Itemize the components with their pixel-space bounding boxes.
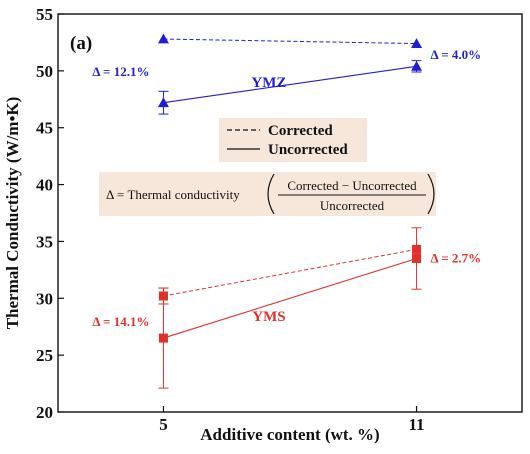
formula-right-paren bbox=[427, 173, 435, 215]
y-tick-label: 40 bbox=[36, 176, 53, 195]
x-axis: 5 11 bbox=[159, 406, 425, 434]
series-layer bbox=[157, 33, 423, 389]
y-tick-label: 20 bbox=[36, 403, 53, 422]
panel-label: (a) bbox=[70, 33, 92, 54]
ymz-corrected-series-line bbox=[163, 38, 417, 45]
x-axis-title: Additive content (wt. %) bbox=[200, 425, 379, 444]
ymz-uncorrected-series-line bbox=[163, 65, 417, 104]
x-tick-label: 11 bbox=[409, 415, 425, 434]
ymz-corrected-data-point bbox=[157, 33, 169, 44]
annotation-layer: YMZ YMS Δ = 12.1% Δ = 4.0% Δ = 14.1% Δ = 2.7% bbox=[92, 47, 481, 329]
delta-annotation: Δ = 4.0% bbox=[431, 47, 482, 62]
legend-item-uncorrected: Uncorrected bbox=[268, 142, 348, 158]
formula-denominator: Uncorrected bbox=[320, 198, 385, 213]
yms-uncorrected-series-line bbox=[163, 257, 417, 339]
formula-numerator: Corrected − Uncorrected bbox=[287, 178, 417, 193]
y-tick-label: 25 bbox=[36, 346, 53, 365]
delta-annotation: Δ = 12.1% bbox=[92, 64, 149, 79]
y-tick-label: 30 bbox=[36, 289, 53, 308]
legend-item-corrected: Corrected bbox=[268, 123, 333, 139]
yms-uncorrected-data-point bbox=[158, 333, 168, 343]
formula-left-paren bbox=[267, 173, 275, 215]
yms-corrected-series-line bbox=[163, 248, 417, 297]
y-axis: 20 25 30 35 40 45 50 55 bbox=[36, 5, 64, 422]
delta-formula: Δ = Thermal conductivity Corrected − Unc… bbox=[99, 172, 436, 216]
y-axis-title: Thermal Conductivity (W/m•K) bbox=[3, 97, 22, 330]
ymz-uncorrected-data-point bbox=[411, 60, 423, 71]
plot-frame bbox=[57, 13, 523, 413]
yms-uncorrected-data-point bbox=[412, 253, 422, 263]
group-label-ymz: YMZ bbox=[251, 75, 286, 91]
y-tick-label: 55 bbox=[36, 5, 53, 24]
x-tick-label: 5 bbox=[159, 415, 168, 434]
formula-lhs: Δ = Thermal conductivity bbox=[106, 187, 240, 202]
ymz-corrected-data-point bbox=[411, 38, 423, 48]
y-tick-label: 50 bbox=[36, 62, 53, 81]
group-label-yms: YMS bbox=[252, 309, 285, 325]
legend: Corrected Uncorrected bbox=[219, 118, 367, 162]
delta-annotation: Δ = 2.7% bbox=[431, 250, 482, 265]
ymz-uncorrected-data-point bbox=[157, 97, 169, 108]
delta-annotation: Δ = 14.1% bbox=[92, 314, 149, 329]
y-tick-label: 45 bbox=[36, 119, 53, 138]
legend-background bbox=[219, 118, 367, 162]
y-tick-label: 35 bbox=[36, 232, 53, 251]
